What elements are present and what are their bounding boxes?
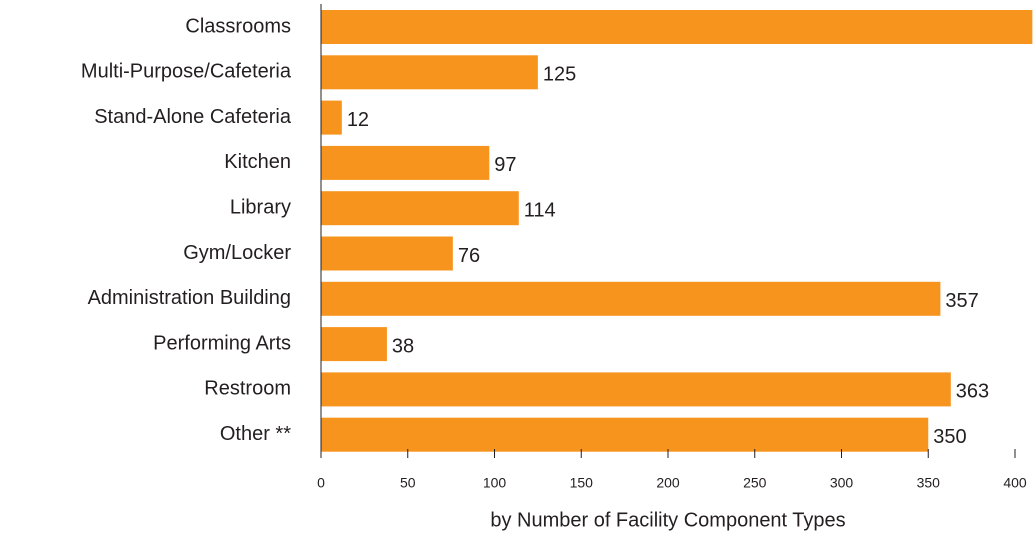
y-tick-label: Performing Arts [153, 332, 291, 354]
y-tick-label: Restroom [204, 378, 291, 400]
value-label: 38 [392, 335, 414, 357]
bar [321, 281, 941, 316]
value-label: 97 [494, 154, 516, 176]
value-label: 12 [347, 109, 369, 131]
bar [321, 327, 387, 362]
bar [321, 372, 951, 407]
y-tick-label: Multi-Purpose/Cafeteria [81, 61, 292, 83]
y-tick-label: Classrooms [185, 15, 291, 37]
x-tick-label: 300 [830, 475, 854, 491]
y-tick-label: Other ** [220, 423, 291, 445]
y-tick-label: Stand-Alone Cafeteria [94, 106, 292, 128]
value-label: 363 [956, 381, 989, 403]
value-label: 125 [543, 64, 576, 86]
value-label: 76 [458, 245, 480, 267]
value-label: 350 [933, 426, 966, 448]
x-tick-label: 250 [743, 475, 767, 491]
bar [321, 191, 519, 226]
x-tick-label: 150 [570, 475, 594, 491]
x-tick-label: 350 [917, 475, 941, 491]
bar [321, 100, 342, 135]
x-tick-label: 0 [317, 475, 325, 491]
x-tick-label: 50 [400, 475, 416, 491]
value-label: 114 [524, 199, 556, 221]
x-axis-title: by Number of Facility Component Types [490, 509, 845, 531]
bar [321, 145, 490, 180]
y-tick-label: Administration Building [88, 287, 291, 309]
y-tick-label: Gym/Locker [183, 242, 291, 264]
bar [321, 55, 538, 90]
bar [321, 417, 929, 452]
x-tick-label: 200 [656, 475, 680, 491]
bar [321, 236, 453, 271]
y-tick-label: Library [230, 196, 291, 218]
bar [321, 10, 1033, 44]
y-tick-label: Kitchen [224, 151, 291, 173]
x-tick-label: 400 [1003, 475, 1027, 491]
x-tick-label: 100 [483, 475, 507, 491]
value-label: 357 [945, 290, 978, 312]
